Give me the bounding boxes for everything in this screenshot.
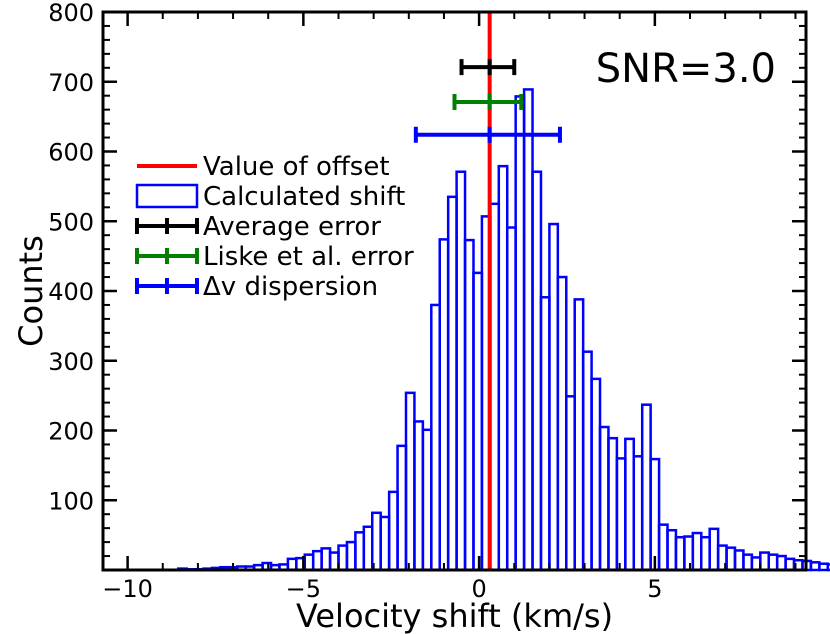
x-tick-label: −5 [286, 575, 321, 603]
histogram-bar [657, 523, 669, 572]
histogram-bar [683, 535, 695, 572]
histogram-bar [556, 275, 568, 572]
histogram-bar [573, 298, 585, 572]
y-tick-label: 600 [48, 139, 94, 167]
y-tick-labels: 100 200 300 400 500 600 700 800 [48, 0, 94, 515]
axis-ticks [103, 10, 806, 570]
histogram-bar [759, 551, 770, 572]
histogram-bar [784, 557, 796, 572]
y-tick-label: 700 [48, 69, 94, 97]
histogram-bar [691, 531, 703, 572]
histogram-bar [497, 164, 509, 572]
histogram-bar [826, 563, 830, 572]
histogram-bar [286, 557, 298, 572]
histogram-bar [430, 303, 441, 572]
y-tick-label: 800 [48, 0, 94, 27]
histogram-bar [775, 554, 787, 572]
histogram-bar [809, 561, 821, 572]
histogram-bar [733, 549, 745, 572]
histogram-bar [632, 455, 644, 572]
histogram-bar [548, 222, 560, 572]
histogram-bar [666, 528, 678, 572]
x-tick-labels: −10 −5 0 5 [102, 575, 662, 603]
y-axis-label: Counts [12, 235, 50, 347]
histogram-bar [387, 490, 399, 572]
histogram-bar [362, 525, 374, 572]
x-tick-label: 0 [471, 575, 486, 603]
x-axis-label: Velocity shift (km/s) [296, 597, 613, 634]
histogram-bar [674, 535, 686, 572]
histogram-bar [311, 549, 323, 572]
histogram-bar [700, 535, 711, 572]
snr-annotation: SNR=3.0 [596, 46, 776, 92]
histogram-bar [303, 553, 315, 572]
histogram-bar [337, 544, 349, 572]
histogram-bar [818, 562, 830, 572]
histogram-bar [396, 444, 408, 572]
histogram-bar [522, 88, 534, 572]
histogram-bar [354, 531, 366, 572]
histogram-bar [539, 296, 551, 572]
histogram-bar [615, 457, 627, 572]
histogram-bar [404, 391, 416, 572]
histogram-bar [742, 553, 754, 572]
histogram-bar [472, 271, 484, 572]
histogram-bar [379, 515, 391, 572]
histogram-bar [581, 350, 593, 572]
legend-label: Liske et al. error [203, 242, 414, 272]
histogram-bar [624, 437, 636, 572]
legend-label: Value of offset [203, 152, 390, 182]
histogram-bar [590, 377, 602, 572]
histogram-bar [708, 527, 720, 572]
histogram-bar [438, 238, 450, 572]
histogram-bar [370, 511, 382, 572]
y-tick-label: 500 [48, 208, 94, 236]
histogram-bar [725, 546, 737, 572]
error-bars-layer [413, 59, 562, 143]
histogram-bar [345, 540, 357, 572]
histogram-bar [598, 425, 610, 572]
histogram-bar [455, 170, 467, 572]
x-tick-label: −10 [102, 575, 153, 603]
legend-label: Average error [203, 212, 381, 242]
histogram-bar [565, 395, 576, 572]
y-tick-label: 300 [48, 348, 94, 376]
histogram-bar [649, 457, 661, 572]
y-tick-label: 400 [48, 278, 94, 306]
histogram-bar [607, 436, 619, 572]
histogram-bar [328, 551, 340, 572]
y-tick-label: 100 [48, 487, 94, 515]
histogram-bar [640, 403, 652, 572]
legend-label: Calculated shift [203, 182, 405, 212]
histogram-bar [531, 170, 543, 572]
legend-label: Δv dispersion [203, 272, 378, 302]
legend-swatch-histogram [135, 183, 199, 209]
x-tick-label: 5 [647, 575, 662, 603]
histogram-bar [514, 95, 526, 572]
histogram-bar [320, 547, 332, 572]
histogram-bar [750, 556, 762, 572]
histogram-bar [767, 553, 779, 572]
plot-frame [101, 10, 808, 572]
y-tick-label: 200 [48, 418, 94, 446]
histogram-bar [446, 195, 458, 572]
histogram-bar [505, 226, 517, 572]
histogram-bar [463, 238, 475, 572]
histogram-bar [413, 420, 425, 572]
histogram-bar [421, 428, 433, 572]
